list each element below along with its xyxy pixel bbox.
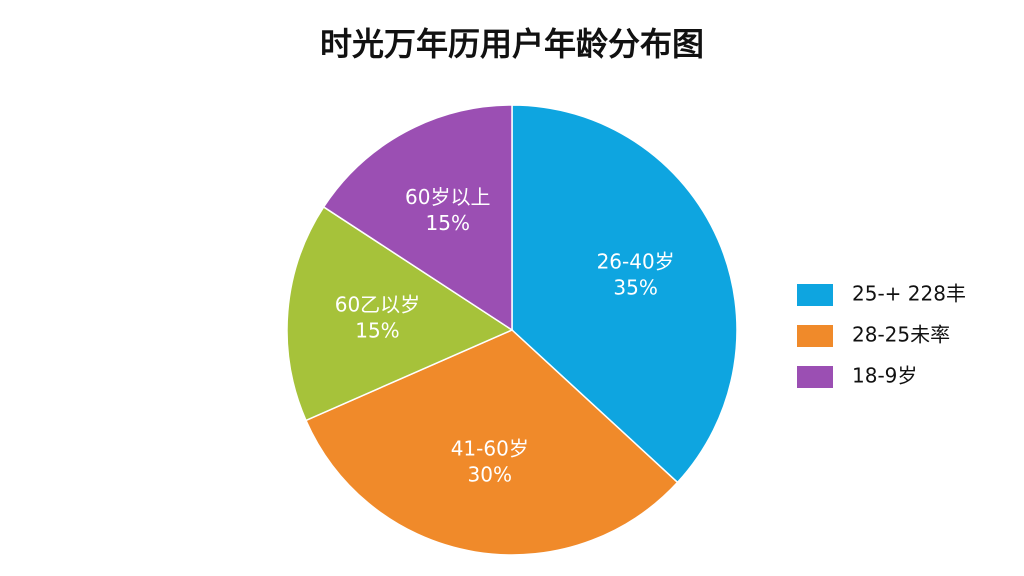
slice-value-label: 35%: [613, 275, 657, 299]
slice-category-label: 41-60岁: [451, 437, 529, 461]
slice-category-label: 60乙以岁: [335, 292, 420, 316]
legend-label: 18-9岁: [852, 364, 917, 388]
slice-category-label: 60岁以上: [405, 185, 490, 209]
slice-value-label: 30%: [468, 463, 512, 487]
pie-slice: [322, 104, 513, 332]
legend-swatch: [797, 366, 833, 388]
legend-label: 25-+ 228丰: [852, 282, 966, 306]
slice-value-label: 15%: [355, 318, 399, 342]
chart-title: 时光万年历用户年龄分布图: [320, 25, 704, 63]
legend-swatch: [797, 325, 833, 347]
slice-value-label: 15%: [426, 211, 470, 235]
legend-swatch: [797, 284, 833, 306]
pie-slice: [304, 329, 679, 556]
legend-label: 28-25未率: [852, 323, 950, 347]
pie-slice: [511, 104, 738, 484]
pie-slice: [286, 205, 514, 422]
slice-category-label: 26-40岁: [597, 249, 675, 273]
